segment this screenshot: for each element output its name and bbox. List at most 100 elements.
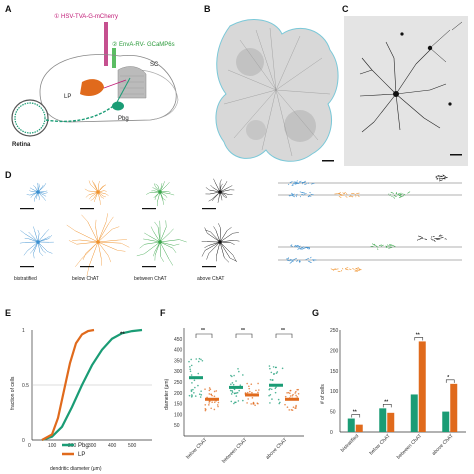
profile-dendrite	[349, 268, 352, 270]
profile-dendrite	[310, 193, 314, 196]
dendrite-branch	[118, 239, 127, 241]
dendrite-branch	[68, 240, 77, 245]
scale-bar	[20, 208, 34, 210]
profile-dendrite	[403, 193, 406, 196]
data-point	[271, 379, 274, 381]
dendrite-branch	[150, 226, 154, 232]
data-point	[289, 389, 292, 392]
dendrite-branch	[232, 255, 237, 262]
profile-dendrite	[342, 267, 344, 270]
x-tick-label: 400	[108, 443, 117, 449]
significance-bracket	[351, 414, 361, 418]
y-tick-label: 350	[174, 358, 183, 364]
data-point	[217, 405, 219, 408]
data-point	[232, 383, 235, 386]
dendrite-branch	[168, 258, 174, 266]
dendrite-branch	[72, 239, 80, 241]
dendrite	[219, 241, 234, 256]
dendrite-branch	[105, 193, 109, 196]
profile-dendrite	[289, 181, 291, 184]
x-tick-label: 100	[48, 443, 57, 449]
dendrite-branch	[173, 243, 180, 246]
dendrite	[154, 241, 161, 256]
soma	[96, 190, 100, 194]
stratification-profiles	[278, 174, 462, 272]
data-point	[271, 398, 273, 400]
data-point	[231, 391, 234, 394]
dendrite-branch	[43, 197, 46, 201]
dendrite	[27, 241, 39, 252]
profile-dendrite	[343, 191, 346, 194]
lp-region	[80, 79, 104, 96]
data-point	[281, 367, 284, 370]
significance-marker: **	[384, 399, 388, 405]
x-tick-label: 0	[28, 443, 31, 449]
data-point	[189, 368, 191, 371]
dendrite-branch	[172, 248, 177, 253]
y-tick-label: 200	[330, 348, 339, 354]
soma	[158, 190, 162, 194]
profile-dendrite	[388, 247, 393, 249]
scale-bar	[80, 266, 94, 268]
dendrite-branch	[154, 221, 159, 228]
sc-region	[117, 66, 147, 99]
data-point	[284, 403, 286, 406]
dendrite-branch	[229, 257, 238, 262]
profile-dendrite	[312, 259, 315, 262]
significance-bracket	[195, 333, 213, 338]
data-point	[208, 389, 211, 392]
significance-marker: **	[241, 328, 245, 334]
pipette-1	[104, 22, 108, 66]
profile-dendrite	[356, 269, 361, 272]
pipette-2	[112, 48, 116, 68]
data-point	[210, 407, 212, 410]
dendrite-branch	[43, 194, 47, 197]
dendrite-branch	[230, 242, 235, 245]
data-point	[190, 374, 193, 376]
y-tick-label: 150	[174, 402, 183, 408]
profile-dendrite	[345, 196, 348, 198]
dendrite-branch	[82, 253, 86, 260]
panel-b-label: B	[204, 4, 211, 14]
data-point	[230, 383, 232, 386]
profile-dendrite	[338, 196, 342, 198]
profile-dendrite	[289, 261, 293, 264]
profile-dendrite	[304, 193, 307, 195]
data-point	[242, 399, 244, 402]
profile-dendrite	[295, 193, 298, 196]
dendrite-branch	[101, 197, 105, 199]
data-point	[275, 386, 277, 389]
bar-pbg	[410, 394, 418, 432]
profile-dendrite	[442, 174, 446, 177]
dendrite-branch	[89, 196, 92, 200]
scale-bar	[142, 208, 156, 210]
retina	[11, 99, 49, 137]
data-point	[204, 404, 207, 406]
dendrite-branch	[117, 250, 126, 252]
panel-a: A ① HSV-TVA-G-mCherry ② EnvA-RV- GCaMP6s…	[5, 4, 179, 148]
dendrite	[157, 226, 161, 243]
data-point	[208, 402, 211, 404]
data-point	[288, 409, 291, 411]
dendrite	[144, 241, 161, 255]
dendrite-branch	[105, 213, 108, 222]
profile-dendrite	[418, 235, 422, 238]
y-tick-label: 50	[174, 423, 180, 429]
profile-dendrite	[398, 196, 402, 199]
profile-dendrite	[340, 269, 343, 272]
profile-dendrite	[309, 256, 312, 259]
profile-dendrite	[357, 268, 362, 271]
dendrite-branch	[81, 214, 88, 222]
data-point	[275, 366, 277, 369]
dendrite-branch	[42, 250, 47, 254]
dendrite-branch	[23, 250, 28, 256]
profile-dendrite	[308, 195, 312, 197]
e-legend-pbg: Pbg	[78, 443, 89, 449]
x-tick-label: 500	[128, 443, 137, 449]
dendrite	[147, 239, 161, 243]
data-point	[252, 401, 255, 404]
dendrite-branch	[26, 194, 31, 196]
dendrite-branch	[39, 252, 44, 257]
data-point	[248, 387, 251, 390]
y-tick-label: 300	[174, 369, 183, 375]
